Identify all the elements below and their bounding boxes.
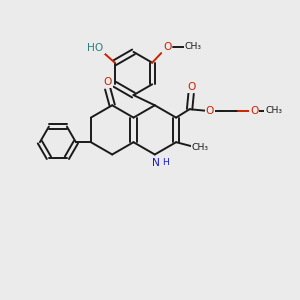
- Text: CH₃: CH₃: [192, 143, 208, 152]
- Text: O: O: [250, 106, 258, 116]
- Text: N: N: [152, 158, 160, 168]
- Text: CH₃: CH₃: [185, 42, 202, 51]
- Text: O: O: [206, 106, 214, 116]
- Text: O: O: [103, 77, 112, 87]
- Text: CH₃: CH₃: [265, 106, 282, 115]
- Text: O: O: [187, 82, 195, 92]
- Text: O: O: [163, 41, 171, 52]
- Text: H: H: [162, 158, 169, 167]
- Text: HO: HO: [88, 43, 104, 53]
